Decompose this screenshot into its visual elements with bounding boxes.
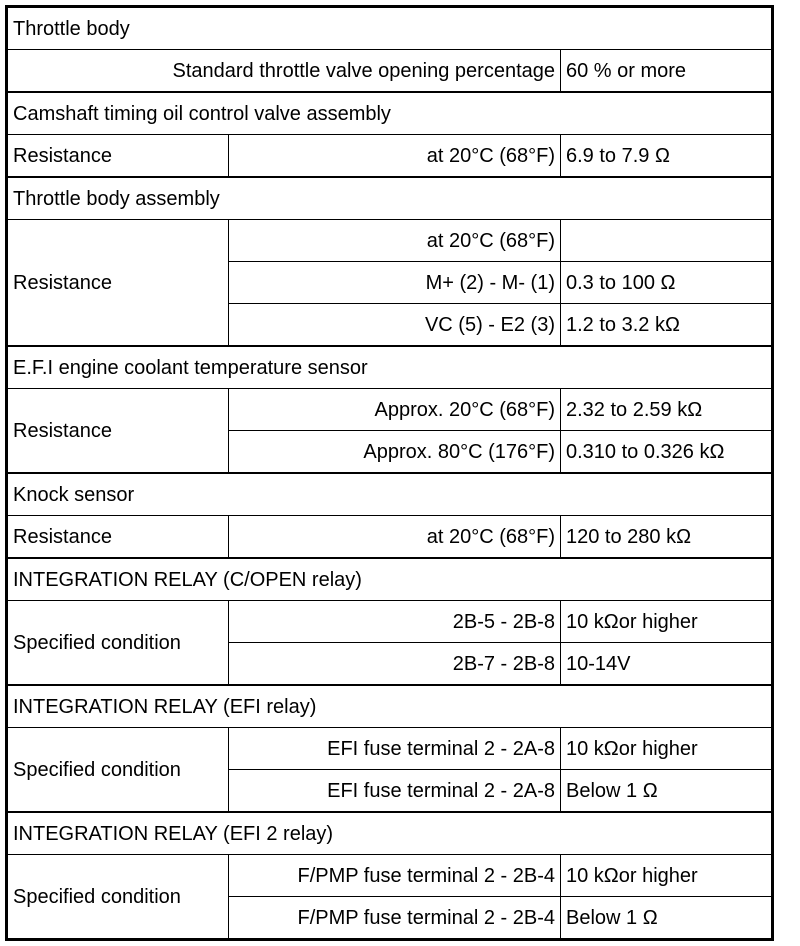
condition-cell: M+ (2) - M- (1) [228, 261, 561, 304]
parameter-label: Resistance [6, 134, 229, 178]
condition-cell: Standard throttle valve opening percenta… [6, 49, 561, 93]
value-cell [560, 219, 773, 262]
condition-cell: VC (5) - E2 (3) [228, 303, 561, 347]
condition-cell: Approx. 80°C (176°F) [228, 430, 561, 474]
section-header: Throttle body assembly [6, 176, 773, 220]
parameter-label: Resistance [6, 515, 229, 559]
condition-cell: F/PMP fuse terminal 2 - 2B-4 [228, 854, 561, 897]
section-title: INTEGRATION RELAY (C/OPEN relay) [6, 557, 773, 601]
value-cell: 2.32 to 2.59 kΩ [560, 388, 773, 431]
table-row: Resistance at 20°C (68°F) 120 to 280 kΩ [6, 515, 773, 559]
value-cell: 6.9 to 7.9 Ω [560, 134, 773, 178]
condition-cell: at 20°C (68°F) [228, 134, 561, 178]
condition-cell: F/PMP fuse terminal 2 - 2B-4 [228, 896, 561, 940]
table-row: Resistance Approx. 20°C (68°F) 2.32 to 2.5… [6, 388, 773, 474]
condition-cell: EFI fuse terminal 2 - 2A-8 [228, 769, 561, 813]
section-title: Knock sensor [6, 472, 773, 516]
table-row: F/PMP fuse terminal 2 - 2B-4 Below 1 Ω [7, 896, 773, 940]
section-header: INTEGRATION RELAY (EFI relay) [6, 684, 773, 728]
table-row: Specified condition F/PMP fuse terminal 2… [6, 854, 773, 940]
condition-cell: 2B-7 - 2B-8 [228, 642, 561, 686]
section-header: INTEGRATION RELAY (C/OPEN relay) [6, 557, 773, 601]
parameter-label: Specified condition [6, 727, 229, 813]
section-title: Throttle body assembly [6, 176, 773, 220]
value-cell: 10 kΩor higher [560, 854, 773, 897]
table-row: Standard throttle valve opening percenta… [6, 49, 773, 93]
table-row: Resistance at 20°C (68°F) [6, 219, 773, 347]
value-cell: 10 kΩor higher [560, 600, 773, 643]
condition-cell: at 20°C (68°F) [228, 219, 561, 262]
section-title: INTEGRATION RELAY (EFI 2 relay) [6, 811, 773, 855]
value-cell: 60 % or more [560, 49, 773, 93]
table-row: Resistance at 20°C (68°F) 6.9 to 7.9 Ω [6, 134, 773, 178]
table-row: Specified condition 2B-5 - 2B-8 10 kΩor hi… [6, 600, 773, 686]
parameter-label: Specified condition [6, 600, 229, 686]
section-header: Knock sensor [6, 472, 773, 516]
value-cell: 1.2 to 3.2 kΩ [560, 303, 773, 347]
condition-cell: EFI fuse terminal 2 - 2A-8 [228, 727, 561, 770]
condition-cell: Approx. 20°C (68°F) [228, 388, 561, 431]
condition-cell: 2B-5 - 2B-8 [228, 600, 561, 643]
section-title: E.F.I engine coolant temperature sensor [6, 345, 773, 389]
parameter-label: Resistance [6, 388, 229, 474]
value-cell: Below 1 Ω [560, 896, 773, 940]
value-cell: 0.3 to 100 Ω [560, 261, 773, 304]
value-cell: 0.310 to 0.326 kΩ [560, 430, 773, 474]
value-cell: 10 kΩor higher [560, 727, 773, 770]
value-cell: Below 1 Ω [560, 769, 773, 813]
section-header: Camshaft timing oil control valve assemb… [6, 91, 773, 135]
table-row: Approx. 80°C (176°F) 0.310 to 0.326 kΩ [7, 430, 773, 474]
table-row: VC (5) - E2 (3) 1.2 to 3.2 kΩ [7, 303, 773, 347]
section-title: Throttle body [6, 5, 773, 50]
table-row: M+ (2) - M- (1) 0.3 to 100 Ω [7, 261, 773, 304]
section-header: Throttle body [6, 5, 773, 50]
section-header: INTEGRATION RELAY (EFI 2 relay) [6, 811, 773, 855]
table-row: EFI fuse terminal 2 - 2A-8 Below 1 Ω [7, 769, 773, 813]
section-title: Camshaft timing oil control valve assemb… [6, 91, 773, 135]
table-row: 2B-7 - 2B-8 10-14V [7, 642, 773, 686]
section-header: E.F.I engine coolant temperature sensor [6, 345, 773, 389]
section-title: INTEGRATION RELAY (EFI relay) [6, 684, 773, 728]
specification-table: Throttle body Standard throttle valve ope… [5, 5, 774, 941]
parameter-label: Specified condition [6, 854, 229, 940]
parameter-label: Resistance [6, 219, 229, 347]
table-row: Specified condition EFI fuse terminal 2 -… [6, 727, 773, 813]
condition-cell: at 20°C (68°F) [228, 515, 561, 559]
value-cell: 10-14V [560, 642, 773, 686]
value-cell: 120 to 280 kΩ [560, 515, 773, 559]
